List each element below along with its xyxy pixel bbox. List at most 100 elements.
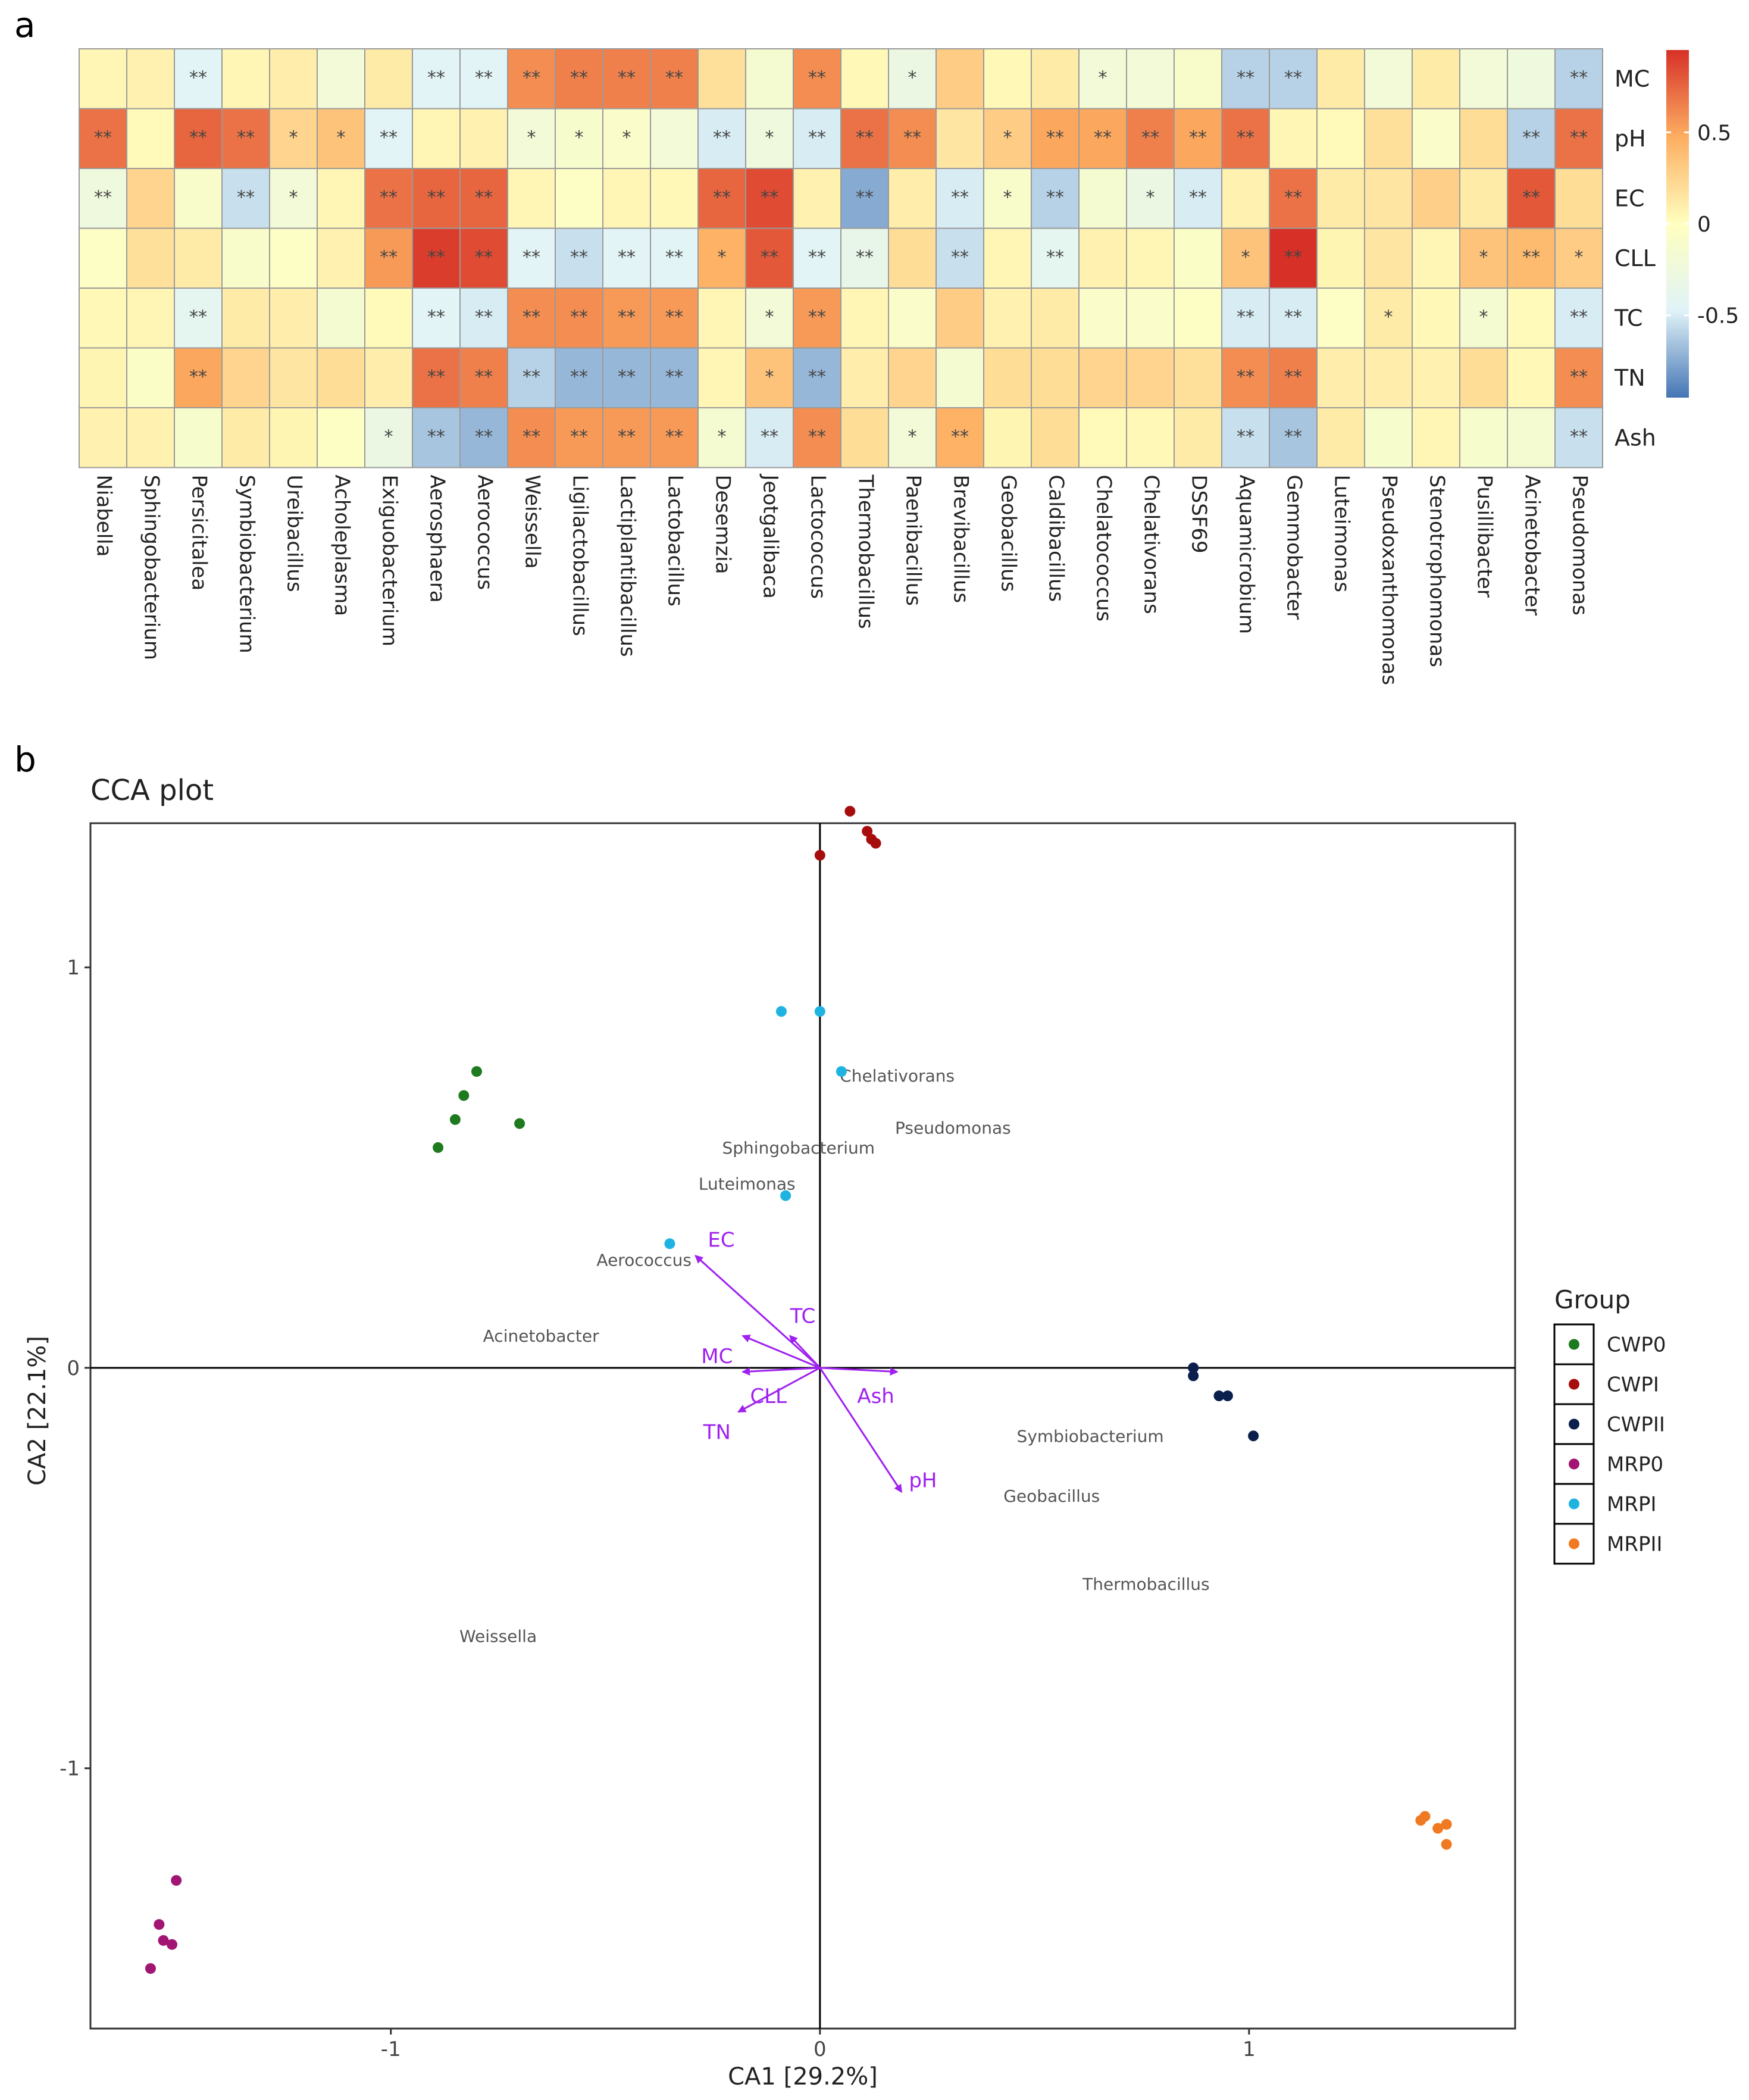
heatmap-cell	[1031, 168, 1080, 229]
x-tick-label: 0	[814, 2038, 827, 2061]
significance-mark: **	[1570, 127, 1588, 148]
heatmap-cell	[459, 108, 508, 169]
legend-label: MRPII	[1607, 1533, 1663, 1557]
significance-mark: **	[761, 426, 778, 447]
heatmap-cell	[793, 48, 841, 110]
heatmap-cell	[79, 407, 127, 468]
column-label: Acinetobacter	[1520, 475, 1544, 616]
heatmap-cell	[412, 48, 461, 110]
heatmap-cell	[1078, 168, 1127, 229]
heatmap-cell	[1031, 347, 1080, 408]
significance-mark: **	[1284, 307, 1302, 327]
heatmap-cell	[697, 48, 746, 110]
heatmap-cell	[221, 347, 270, 408]
significance-mark: **	[1284, 367, 1302, 388]
heatmap-cell	[126, 347, 175, 408]
significance-mark: **	[761, 247, 778, 268]
significance-mark: **	[808, 247, 826, 268]
significance-mark: **	[808, 127, 826, 148]
significance-mark: **	[808, 426, 826, 447]
heatmap-cell	[1507, 168, 1556, 229]
column-label: DSSF69	[1187, 475, 1211, 554]
species-label: Chelativorans	[840, 1066, 955, 1086]
column-label: Aerococcus	[473, 475, 497, 590]
heatmap-cell	[1078, 227, 1127, 289]
heatmap-cell	[1269, 407, 1318, 468]
column-label: Ureibacillus	[283, 475, 306, 592]
significance-mark: *	[765, 307, 774, 327]
significance-mark: **	[1284, 67, 1302, 88]
heatmap-cell	[1316, 227, 1365, 289]
point-cwp0	[471, 1066, 482, 1077]
significance-mark: **	[522, 67, 540, 88]
significance-mark: *	[908, 426, 917, 447]
y-axis-label: CA2 [22.1%]	[24, 1336, 51, 1486]
heatmap-cell	[1364, 407, 1413, 468]
point-cwpii	[1188, 1370, 1199, 1382]
heatmap-cell	[650, 108, 699, 169]
row-label: TC	[1614, 305, 1643, 331]
env-arrow-mc	[741, 1335, 821, 1369]
heatmap-cell	[1316, 347, 1365, 408]
significance-mark: *	[765, 127, 774, 148]
heatmap-cell	[126, 48, 175, 110]
point-mrpii	[1441, 1839, 1452, 1850]
heatmap-cell	[1412, 347, 1460, 408]
point-mrpi	[664, 1238, 675, 1249]
y-tick-label: 1	[67, 956, 80, 980]
legend-swatch	[1569, 1379, 1579, 1390]
env-arrow-label: pH	[909, 1468, 937, 1492]
heatmap-cell	[983, 227, 1032, 289]
heatmap-cell	[1316, 48, 1365, 110]
heatmap-cell	[1174, 48, 1222, 110]
heatmap-cell	[1126, 347, 1175, 408]
heatmap-cell	[935, 108, 984, 169]
sample-points	[145, 805, 1452, 1974]
heatmap-cell	[507, 347, 556, 408]
significance-mark: **	[1522, 187, 1540, 208]
heatmap-cell	[221, 227, 270, 289]
significance-mark: **	[1522, 127, 1540, 148]
plot-area	[89, 822, 1516, 2030]
significance-mark: *	[1479, 247, 1488, 268]
colorbar-tick-label: 0	[1697, 212, 1711, 237]
column-label: Exiguobacterium	[378, 475, 402, 646]
significance-mark: **	[856, 187, 874, 208]
significance-mark: **	[1046, 187, 1064, 208]
significance-mark: **	[665, 426, 683, 447]
heatmap-cell	[412, 347, 461, 408]
point-cwp0	[514, 1118, 525, 1129]
significance-mark: *	[622, 127, 631, 148]
row-label: Ash	[1615, 424, 1656, 451]
panel-label-a: a	[14, 5, 36, 45]
heatmap-cell	[412, 407, 461, 468]
heatmap-cell	[1364, 48, 1413, 110]
heatmap-cell	[888, 227, 937, 289]
significance-mark: *	[527, 127, 536, 148]
significance-mark: **	[475, 67, 493, 88]
heatmap-cell	[1269, 108, 1318, 169]
heatmap-cell	[364, 347, 413, 408]
significance-mark: **	[951, 187, 969, 208]
heatmap-cell	[317, 347, 365, 408]
heatmap-cell	[935, 407, 984, 468]
significance-mark: **	[618, 67, 636, 88]
significance-mark: **	[427, 67, 445, 88]
legend-swatch	[1569, 1418, 1579, 1430]
species-label: Luteimonas	[699, 1174, 796, 1193]
heatmap-cell	[935, 48, 984, 110]
heatmap-cell	[507, 288, 556, 349]
significance-mark: **	[570, 426, 588, 447]
heatmap-cell	[1554, 347, 1603, 408]
heatmap-cell	[412, 168, 461, 229]
row-label: pH	[1615, 126, 1646, 152]
chart-title: CCA plot	[90, 774, 214, 807]
point-cwp0	[433, 1142, 444, 1153]
significance-mark: **	[618, 307, 636, 327]
heatmap-cell	[79, 288, 127, 349]
column-label: Symbiobacterium	[235, 475, 259, 654]
significance-mark: *	[908, 67, 917, 88]
column-label: Acholeplasma	[330, 475, 354, 617]
significance-mark: **	[665, 307, 683, 327]
heatmap-cell	[1459, 227, 1508, 289]
